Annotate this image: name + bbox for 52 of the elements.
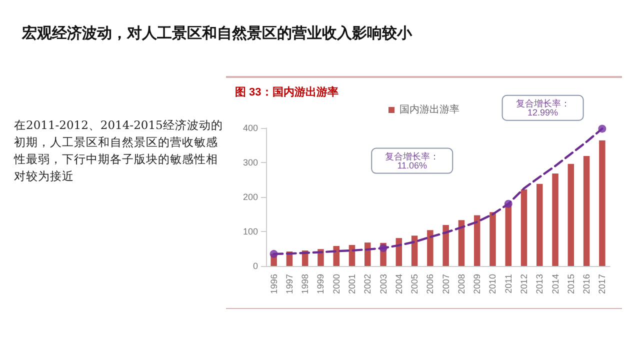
x-tick-label: 2004 — [394, 274, 404, 294]
bar — [520, 189, 528, 266]
bar — [411, 236, 418, 266]
x-tick-label: 2000 — [331, 274, 342, 294]
annotation: 复合增长率：11.06% — [385, 151, 440, 170]
x-tick-label: 2012 — [519, 274, 529, 294]
x-tick-label: 2016 — [582, 274, 592, 294]
x-tick-label: 1998 — [300, 274, 310, 294]
point — [270, 250, 278, 258]
bar — [568, 164, 574, 266]
bar — [348, 244, 356, 266]
chart-title: 图 33：国内游出游率 — [235, 86, 338, 98]
legend-label: 国内游出游率 — [400, 104, 460, 116]
x-tick-label: 2008 — [456, 274, 466, 294]
x-tick-label: 2007 — [440, 274, 451, 294]
x-tick-label: 2006 — [425, 274, 436, 294]
y-tick-label: 200 — [242, 192, 258, 202]
bar — [458, 220, 465, 266]
x-tick-label: 2001 — [347, 274, 357, 294]
y-tick-label: 300 — [242, 158, 258, 168]
bar — [474, 215, 480, 266]
bar — [333, 246, 340, 266]
point — [598, 124, 606, 133]
x-tick-label: 2003 — [378, 274, 388, 294]
x-tick-label: 2009 — [472, 274, 482, 294]
point — [504, 200, 512, 208]
y-tick-label: 400 — [242, 123, 258, 133]
y-tick-label: 100 — [242, 226, 258, 236]
x-tick-label: 2013 — [534, 274, 545, 294]
x-tick-label: 2010 — [488, 274, 498, 294]
x-tick-label: 2011 — [503, 274, 514, 294]
bar — [490, 212, 496, 266]
bar — [552, 174, 558, 266]
x-tick-label: 1999 — [316, 274, 326, 294]
point — [379, 244, 388, 252]
bar — [442, 224, 449, 266]
x-tick-label: 1997 — [284, 274, 294, 294]
text: 复合增长率：12.99% — [516, 98, 570, 118]
bar — [427, 230, 434, 266]
bar — [599, 140, 606, 266]
x-tick-label: 2017 — [597, 274, 608, 294]
x-tick-label: 2005 — [410, 274, 420, 294]
y-tick-label: 0 — [252, 261, 258, 271]
x-tick-label: 2014 — [550, 274, 560, 294]
x-tick-label: 2002 — [362, 274, 373, 294]
bar — [536, 184, 543, 266]
bar — [505, 204, 512, 266]
bar — [583, 156, 590, 266]
text: 宏观经济波动，对人工景区和自然景区的营业收入影响较小 — [22, 24, 412, 43]
x-tick-label: 2015 — [566, 274, 576, 294]
x-tick-label: 1996 — [268, 274, 279, 294]
text: 在2011-2012、2014-2015经济波动的初期，人工景区和自然景区的营收敏感性最弱，下行中期各子版块的敏感性相对较为接近 — [14, 117, 224, 185]
